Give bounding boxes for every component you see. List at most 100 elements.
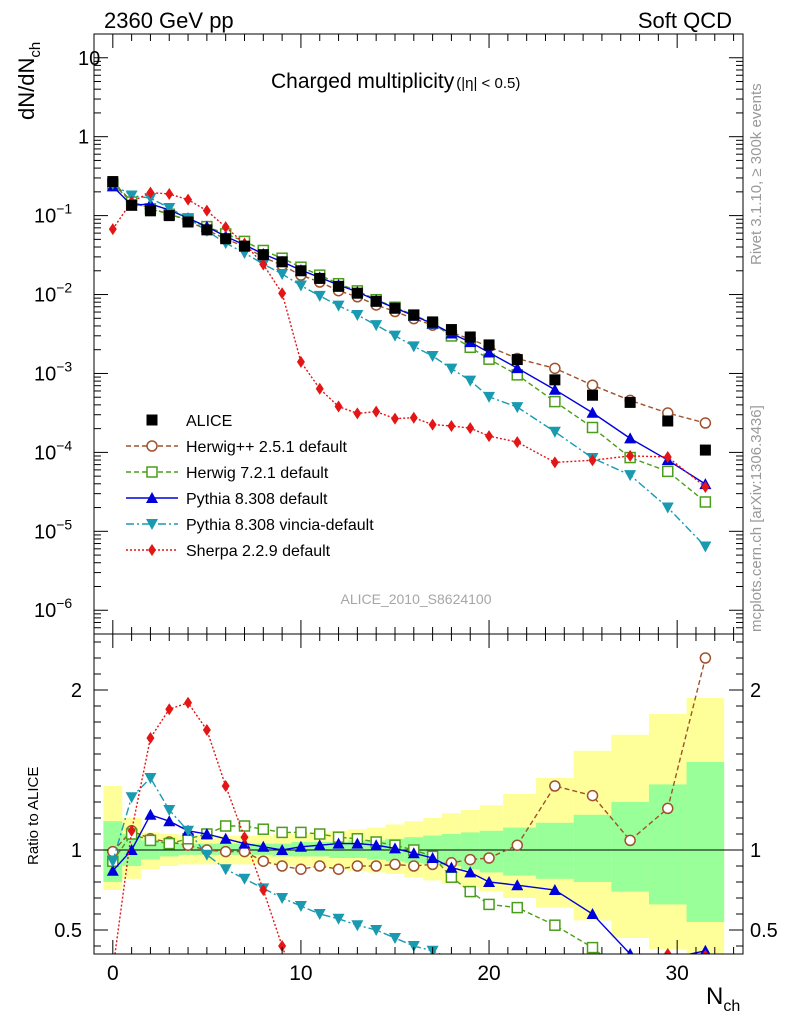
ym-tick-label-5: 10−4 <box>34 437 72 464</box>
yr-tick-label-left-0: 0.5 <box>54 920 82 942</box>
ym-tick-label-1: 1 <box>78 127 89 149</box>
ratio-marker-2-18 <box>445 861 458 873</box>
main-marker-4-0 <box>108 223 117 236</box>
main-marker-4-23 <box>588 454 597 467</box>
main-marker-2-24 <box>624 432 637 444</box>
process-label: Soft QCD <box>638 8 732 33</box>
main-marker-4-25 <box>663 450 672 463</box>
ratio-marker-3-16 <box>407 941 420 952</box>
data-point-24 <box>624 396 636 408</box>
data-point-8 <box>257 249 269 261</box>
ratio-marker-0-9 <box>276 860 288 872</box>
chart-title: Charged multiplicity (|η| < 0.5) <box>271 70 520 93</box>
data-point-5 <box>201 224 213 236</box>
ratio-line-1 <box>112 825 602 954</box>
ratio-marker-3-7 <box>238 873 251 885</box>
main-marker-1-25 <box>662 465 674 478</box>
ratio-marker-3-18 <box>445 953 458 954</box>
ratio-marker-0-24 <box>624 834 636 847</box>
legend-marker-1 <box>146 466 158 478</box>
ym-tick-label-6: 10−5 <box>34 516 72 543</box>
data-point-9 <box>276 256 288 268</box>
main-marker-4-6 <box>221 221 230 234</box>
data-point-1 <box>126 199 138 211</box>
ratio-marker-2-15 <box>388 842 401 854</box>
x-axis-label: Nch <box>706 983 740 1015</box>
main-marker-4-5 <box>202 204 211 217</box>
ratio-marker-3-6 <box>219 864 232 876</box>
yr-tick-label-right-0: 0.5 <box>750 920 778 942</box>
ratio-marker-3-1 <box>125 792 138 804</box>
ratio-marker-4-18 <box>447 994 455 1006</box>
main-marker-3-25 <box>661 502 674 514</box>
ratio-marker-2-22 <box>548 884 561 895</box>
x-tick-label-1: 10 <box>289 962 312 985</box>
main-marker-4-3 <box>165 187 174 200</box>
ratio-marker-3-12 <box>332 913 345 925</box>
main-marker-4-21 <box>513 436 522 449</box>
ratio-marker-3-19 <box>464 960 476 971</box>
ratio-marker-4-21 <box>513 990 521 1002</box>
ratio-marker-3-9 <box>276 893 289 904</box>
ratio-marker-0-25 <box>662 802 674 815</box>
ratio-marker-2-20 <box>483 876 496 887</box>
legend-marker-0 <box>146 440 158 452</box>
ratio-marker-4-1 <box>127 824 136 837</box>
legend: ALICE Herwig++ 2.5.1 default Herwig 7.2.1 … <box>126 413 374 560</box>
main-marker-4-10 <box>296 355 305 368</box>
main-marker-0-26 <box>699 417 712 429</box>
main-marker-3-13 <box>351 309 364 321</box>
main-marker-3-16 <box>407 341 420 353</box>
ratio-marker-2-9 <box>276 844 289 855</box>
ratio-series-group <box>106 652 712 1011</box>
ym-tick-label-2: 10−1 <box>34 201 72 228</box>
legend-label-2: Pythia 8.308 default <box>186 491 328 508</box>
legend-label-1: Herwig 7.2.1 default <box>186 465 329 482</box>
data-point-0 <box>107 176 119 188</box>
main-line-0 <box>112 181 706 424</box>
ratio-marker-1-18 <box>445 871 458 883</box>
ratio-marker-2-23 <box>586 908 599 919</box>
main-marker-3-12 <box>332 300 345 312</box>
data-point-11 <box>314 272 326 284</box>
ratio-marker-0-6 <box>219 845 232 858</box>
ratio-marker-4-17 <box>429 996 437 1008</box>
ratio-marker-1-21 <box>511 901 524 914</box>
main-marker-3-9 <box>276 269 289 281</box>
energy-label: 2360 GeV pp <box>104 8 234 33</box>
mcplots-label: mcplots.cern.ch [arXiv:1306.3436] <box>748 405 765 632</box>
main-marker-1-23 <box>586 421 599 434</box>
ratio-marker-1-10 <box>295 826 307 839</box>
ratio-marker-0-12 <box>332 863 345 875</box>
ratio-marker-4-12 <box>335 999 343 1011</box>
ratio-marker-1-26 <box>700 970 710 980</box>
ratio-marker-1-24 <box>625 973 635 983</box>
ratio-marker-2-6 <box>219 832 232 844</box>
ratio-marker-2-24 <box>626 948 634 954</box>
ratio-marker-2-13 <box>351 837 364 849</box>
data-point-2 <box>144 205 156 217</box>
data-point-14 <box>370 295 382 307</box>
main-marker-4-4 <box>184 193 193 206</box>
main-marker-4-11 <box>315 382 324 395</box>
ratio-marker-0-23 <box>586 789 599 802</box>
ratio-marker-3-10 <box>294 901 307 912</box>
x-tick-label-3: 30 <box>665 962 688 985</box>
data-point-17 <box>427 316 439 328</box>
ratio-marker-4-4 <box>184 696 193 709</box>
yr-tick-label-right-1: 1 <box>750 840 761 862</box>
ratio-marker-1-3 <box>163 837 175 850</box>
x-tick-label-0: 0 <box>107 962 119 985</box>
main-marker-3-21 <box>511 402 524 414</box>
main-marker-4-24 <box>626 449 635 462</box>
main-marker-3-10 <box>294 280 307 292</box>
ratio-marker-4-14 <box>372 998 380 1010</box>
ratio-frame <box>93 633 744 955</box>
main-marker-2-22 <box>548 383 561 395</box>
ratio-marker-1-22 <box>549 919 561 931</box>
ratio-marker-3-11 <box>313 909 326 920</box>
data-point-6 <box>220 233 232 245</box>
data-point-12 <box>333 280 345 292</box>
ratio-marker-4-23 <box>589 980 597 992</box>
